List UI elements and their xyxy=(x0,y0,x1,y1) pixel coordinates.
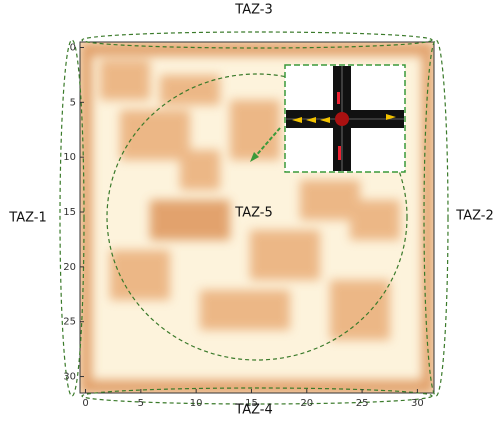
x-tick-label: 10 xyxy=(190,398,203,409)
zone-label: TAZ-4 xyxy=(234,403,272,418)
y-tick-label: 5 xyxy=(70,97,76,108)
zone-label: TAZ-2 xyxy=(455,209,493,224)
x-tick-label: 0 xyxy=(82,398,88,409)
y-tick-label: 20 xyxy=(63,262,76,273)
plot-frame xyxy=(79,41,435,394)
x-tick-label: 15 xyxy=(245,398,258,409)
y-tick-label: 25 xyxy=(63,317,76,328)
y-tick-label: 10 xyxy=(63,152,76,163)
y-tick-label: 15 xyxy=(63,207,76,218)
zone-label: TAZ-1 xyxy=(8,211,46,226)
zone-label: TAZ-5 xyxy=(234,206,272,221)
zone-outlines xyxy=(59,31,449,405)
y-tick-label: 0 xyxy=(70,42,76,53)
y-tick-label: 30 xyxy=(63,372,76,383)
intersection-inset xyxy=(250,64,406,173)
zone-label: TAZ-3 xyxy=(234,3,272,18)
x-tick-label: 25 xyxy=(356,398,369,409)
x-tick-label: 30 xyxy=(411,398,424,409)
x-tick-label: 20 xyxy=(300,398,313,409)
x-tick-label: 5 xyxy=(138,398,144,409)
